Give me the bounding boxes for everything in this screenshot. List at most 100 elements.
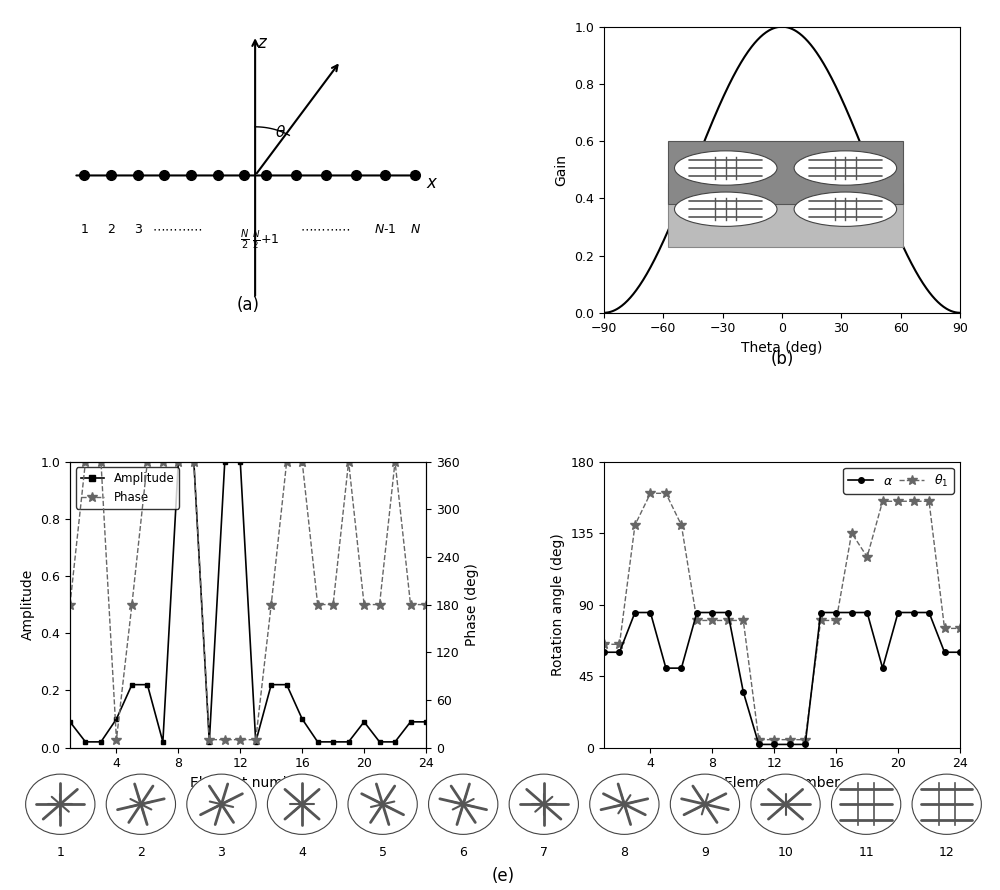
Text: 1: 1 (56, 846, 64, 859)
$\theta_1$ (877, 496, 889, 506)
Circle shape (912, 774, 981, 834)
Circle shape (831, 774, 901, 834)
Line: Amplitude: Amplitude (68, 459, 428, 744)
Text: (d): (d) (770, 797, 794, 814)
Text: 8: 8 (620, 846, 628, 859)
Text: $z$: $z$ (257, 34, 268, 52)
Text: $\frac{N}{2}$: $\frac{N}{2}$ (240, 228, 249, 252)
$\alpha$ (613, 647, 625, 658)
$\alpha$ (815, 607, 827, 618)
Phase (141, 457, 153, 467)
$\theta_1$ (598, 639, 610, 650)
$\alpha$ (722, 607, 734, 618)
$\alpha$ (861, 607, 873, 618)
X-axis label: Element number: Element number (724, 776, 840, 790)
$\theta_1$ (613, 639, 625, 650)
$\theta_1$ (660, 488, 672, 498)
$\theta_1$ (939, 623, 951, 634)
Text: $N$-1: $N$-1 (374, 222, 397, 236)
Y-axis label: Rotation angle (deg): Rotation angle (deg) (551, 533, 565, 676)
Amplitude (172, 457, 184, 467)
Phase (312, 599, 324, 610)
Text: 3: 3 (218, 846, 225, 859)
Phase (405, 599, 417, 610)
$\alpha$ (660, 663, 672, 674)
$\theta_1$ (784, 734, 796, 745)
Amplitude (219, 457, 231, 467)
Phase (281, 457, 293, 467)
Phase (203, 734, 215, 745)
Text: (c): (c) (237, 797, 259, 814)
$\alpha$ (768, 739, 780, 749)
$\theta_1$ (923, 496, 935, 506)
Text: $\cdots\cdots\cdots\cdots$: $\cdots\cdots\cdots\cdots$ (152, 222, 203, 236)
$\alpha$ (644, 607, 656, 618)
Amplitude (374, 737, 386, 748)
Text: 11: 11 (858, 846, 874, 859)
$\theta_1$ (815, 615, 827, 626)
$\alpha$ (799, 739, 811, 749)
Phase (358, 599, 370, 610)
Text: 10: 10 (778, 846, 793, 859)
Text: $\frac{N}{2}$+1: $\frac{N}{2}$+1 (252, 230, 279, 252)
Text: 2: 2 (107, 222, 115, 236)
Amplitude (312, 737, 324, 748)
Text: (a): (a) (237, 295, 260, 314)
Phase (188, 457, 200, 467)
$\theta_1$ (830, 615, 842, 626)
$\theta_1$ (706, 615, 718, 626)
Amplitude (203, 737, 215, 748)
Line: Phase: Phase (65, 457, 431, 745)
Amplitude (110, 714, 122, 724)
Phase (110, 734, 122, 745)
Amplitude (95, 737, 107, 748)
Circle shape (267, 774, 337, 834)
$\theta_1$ (892, 496, 904, 506)
Amplitude (157, 737, 169, 748)
Circle shape (670, 774, 740, 834)
Text: 7: 7 (540, 846, 548, 859)
$\theta_1$ (737, 615, 749, 626)
Phase (64, 599, 76, 610)
Text: 9: 9 (701, 846, 709, 859)
$\alpha$ (706, 607, 718, 618)
Amplitude (64, 716, 76, 727)
Phase (343, 457, 355, 467)
$\alpha$ (629, 607, 641, 618)
Text: (b): (b) (770, 351, 794, 368)
Circle shape (429, 774, 498, 834)
Circle shape (26, 774, 95, 834)
Phase (250, 734, 262, 745)
Amplitude (420, 716, 432, 727)
$\alpha$ (923, 607, 935, 618)
$\theta_1$ (799, 734, 811, 745)
Phase (95, 457, 107, 467)
X-axis label: Element number: Element number (190, 776, 306, 790)
Phase (420, 599, 432, 610)
Y-axis label: Amplitude: Amplitude (21, 569, 35, 640)
$\theta_1$ (629, 520, 641, 530)
$\alpha$ (737, 687, 749, 698)
$\theta_1$ (691, 615, 703, 626)
$\theta_1$ (753, 734, 765, 745)
$\alpha$ (939, 647, 951, 658)
$\theta_1$ (768, 734, 780, 745)
Phase (234, 734, 246, 745)
Amplitude (141, 679, 153, 690)
Phase (265, 599, 277, 610)
$\alpha$ (846, 607, 858, 618)
$\alpha$ (877, 663, 889, 674)
Phase (126, 599, 138, 610)
$\theta_1$ (861, 552, 873, 562)
Amplitude (405, 716, 417, 727)
Line: $\alpha$: $\alpha$ (601, 610, 963, 748)
Amplitude (327, 737, 339, 748)
Legend: Amplitude, Phase: Amplitude, Phase (76, 467, 179, 509)
Text: 4: 4 (298, 846, 306, 859)
Text: (e): (e) (492, 867, 515, 886)
Amplitude (79, 737, 91, 748)
Phase (157, 457, 169, 467)
Phase (79, 457, 91, 467)
$\theta_1$ (846, 528, 858, 538)
$\theta_1$ (954, 623, 966, 634)
